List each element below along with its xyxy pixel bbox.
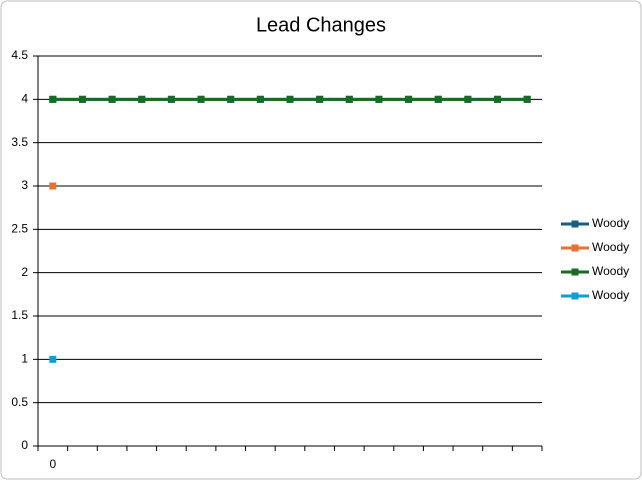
legend-marker bbox=[571, 220, 579, 228]
data-marker bbox=[316, 95, 324, 103]
data-marker bbox=[286, 95, 294, 103]
data-marker bbox=[464, 95, 472, 103]
data-marker bbox=[227, 95, 235, 103]
y-tick-label: 3.5 bbox=[11, 135, 28, 149]
data-marker bbox=[138, 95, 146, 103]
chart-title: Lead Changes bbox=[256, 14, 386, 36]
data-marker bbox=[434, 95, 442, 103]
x-tick-label: 0 bbox=[49, 457, 56, 471]
data-marker bbox=[345, 95, 353, 103]
y-tick-label: 3 bbox=[21, 178, 28, 192]
data-marker bbox=[108, 95, 116, 103]
data-marker bbox=[49, 355, 57, 363]
legend-label: Woody bbox=[592, 240, 629, 254]
data-marker bbox=[523, 95, 531, 103]
legend-label: Woody bbox=[592, 288, 629, 302]
y-tick-label: 1.5 bbox=[11, 308, 28, 322]
legend-marker bbox=[571, 292, 579, 300]
data-marker bbox=[405, 95, 413, 103]
data-marker bbox=[49, 95, 57, 103]
data-marker bbox=[49, 182, 57, 190]
y-tick-label: 1 bbox=[21, 352, 28, 366]
data-marker bbox=[494, 95, 502, 103]
legend-marker bbox=[571, 244, 579, 252]
legend-label: Woody bbox=[592, 216, 629, 230]
data-marker bbox=[167, 95, 175, 103]
y-tick-label: 0.5 bbox=[11, 395, 28, 409]
data-marker bbox=[197, 95, 205, 103]
y-tick-label: 0 bbox=[21, 438, 28, 452]
legend-marker bbox=[571, 268, 579, 276]
y-tick-label: 2 bbox=[21, 265, 28, 279]
legend-label: Woody bbox=[592, 264, 629, 278]
data-marker bbox=[78, 95, 86, 103]
y-tick-label: 2.5 bbox=[11, 222, 28, 236]
data-marker bbox=[375, 95, 383, 103]
y-tick-label: 4 bbox=[21, 92, 28, 106]
y-tick-label: 4.5 bbox=[11, 48, 28, 62]
data-marker bbox=[256, 95, 264, 103]
